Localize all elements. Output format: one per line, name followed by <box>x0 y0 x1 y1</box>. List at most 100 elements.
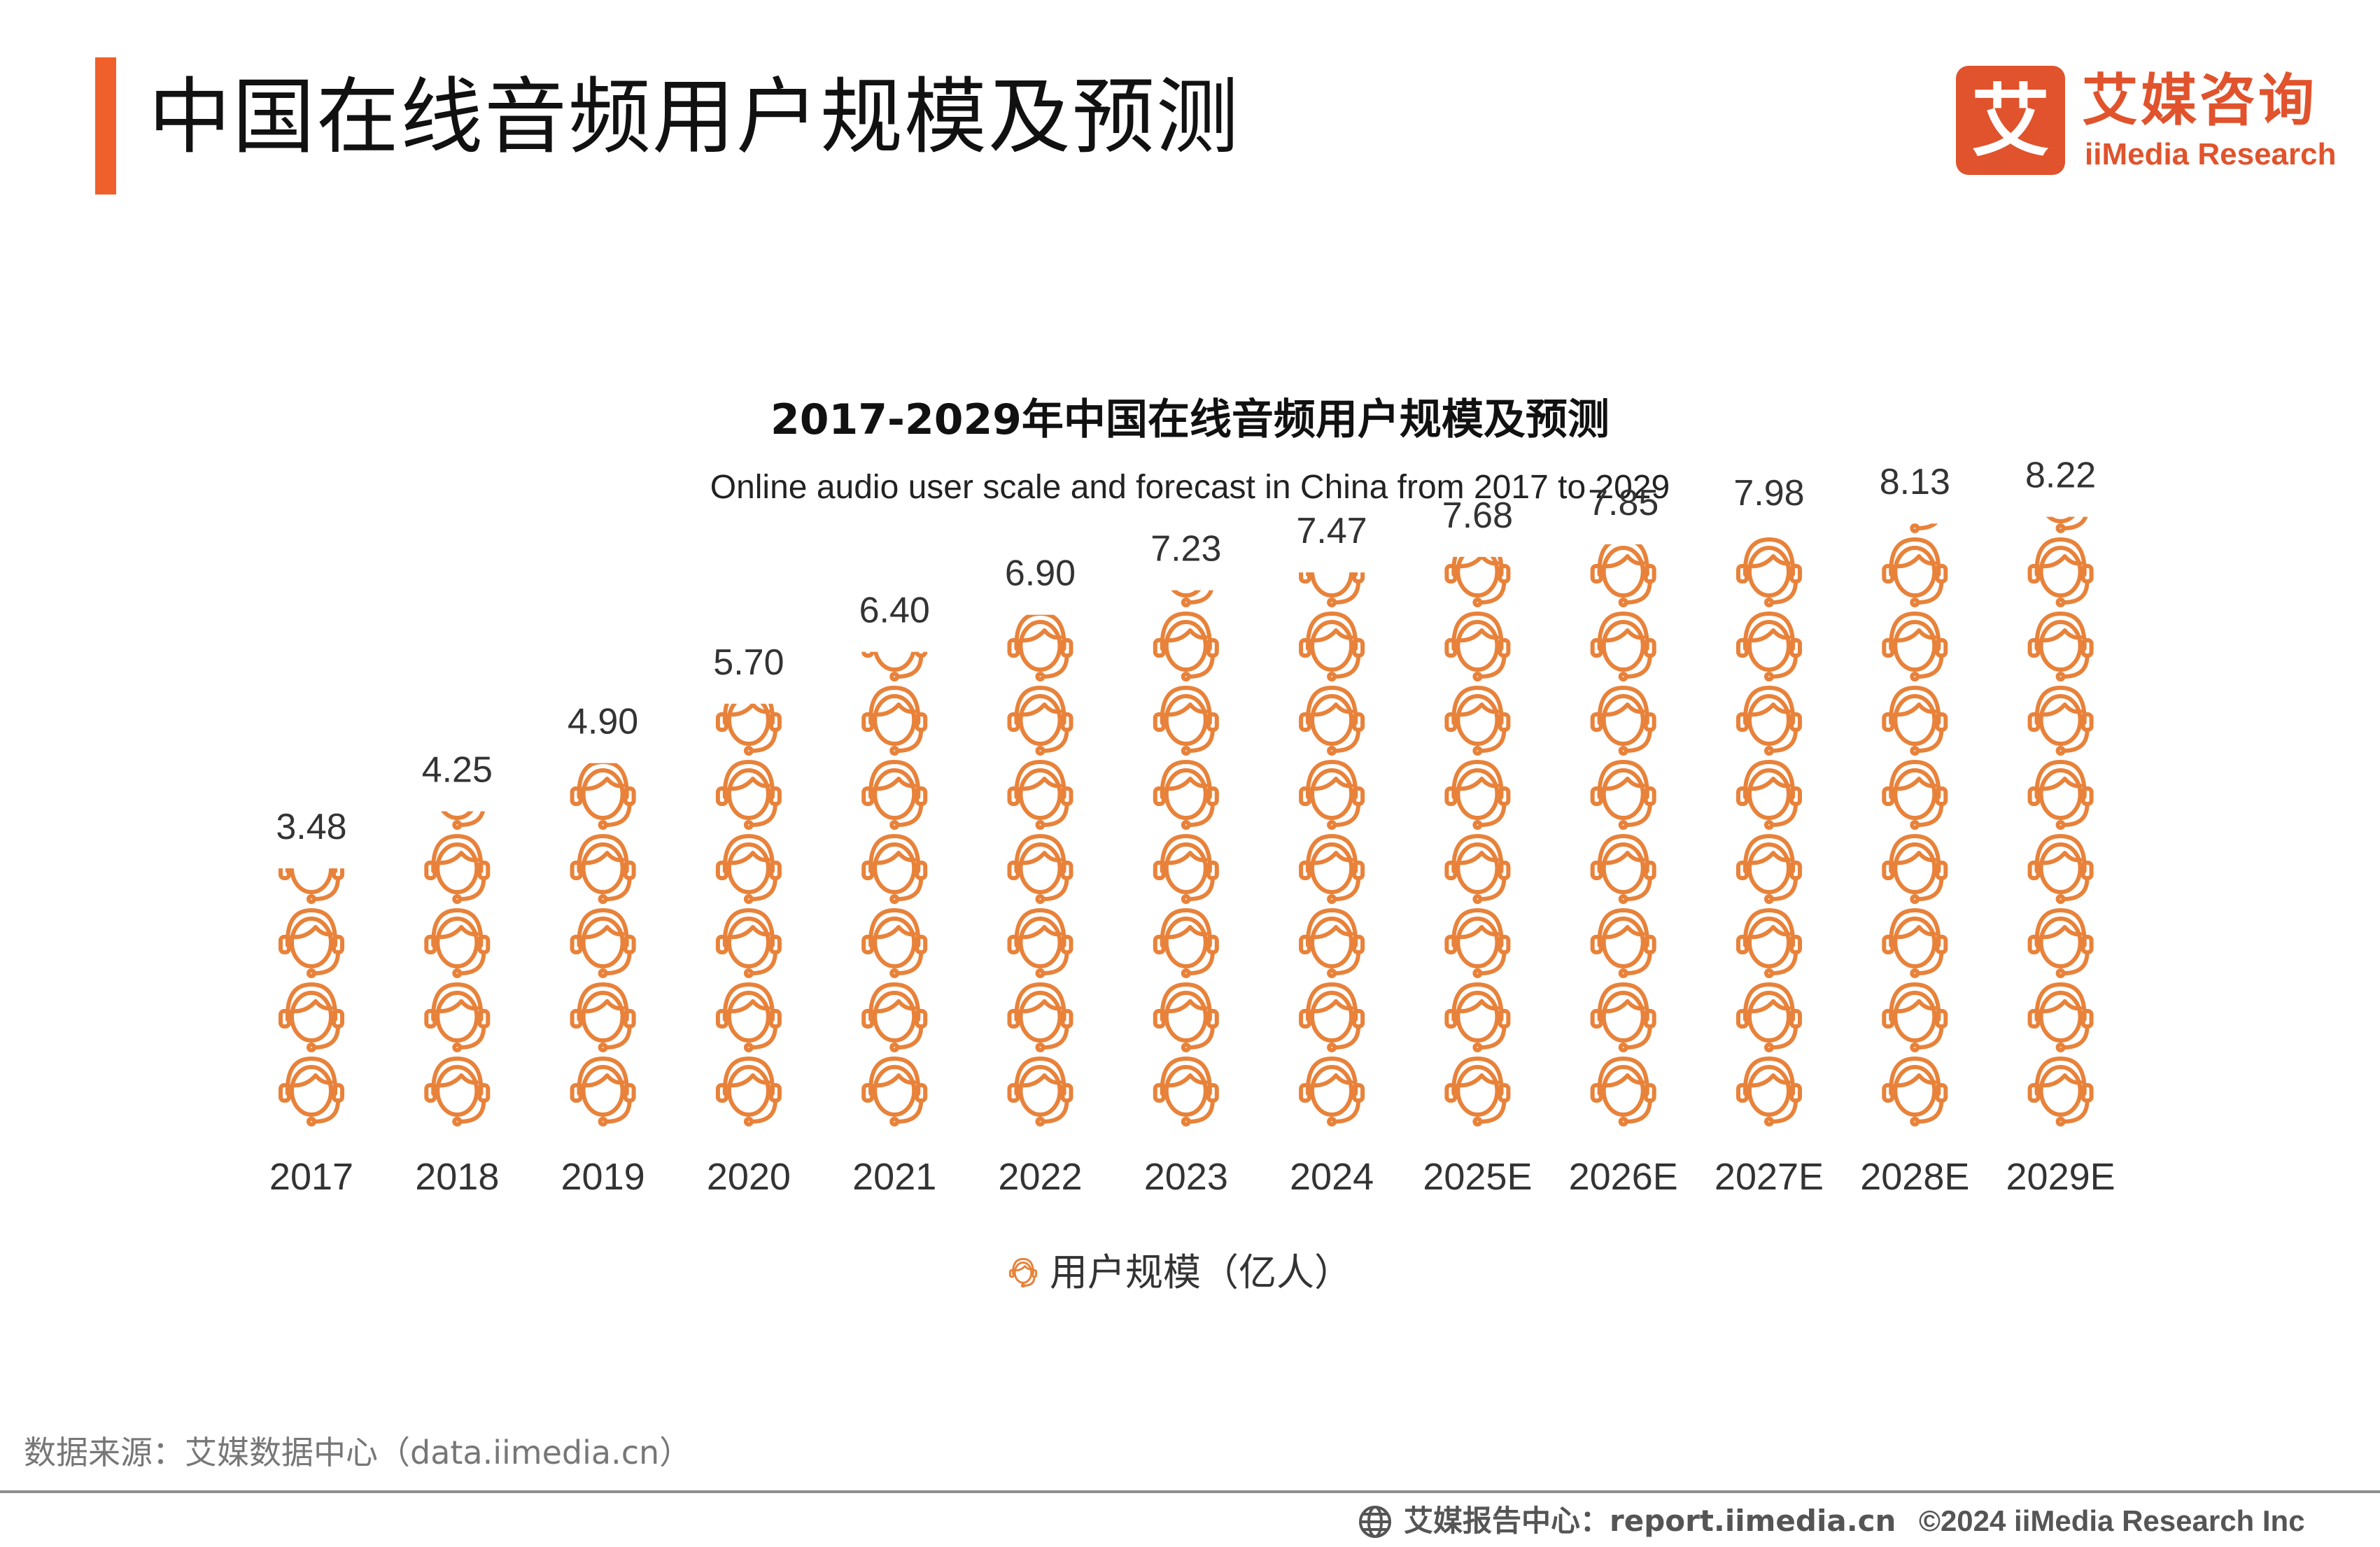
headset-user-icon <box>1590 544 1656 607</box>
headset-user-icon <box>1590 834 1656 904</box>
globe-icon <box>1359 1506 1391 1538</box>
headset-user-icon <box>1007 686 1073 756</box>
headset-user-icon <box>2027 760 2094 830</box>
legend-label: 用户规模（亿人） <box>1050 1250 1352 1294</box>
headset-user-icon <box>1299 1057 1365 1126</box>
headset-user-icon <box>715 908 782 978</box>
headset-user-icon <box>1299 908 1365 978</box>
headset-user-icon <box>1444 908 1511 978</box>
chart-title: 2017-2029年中国在线音频用户规模及预测 <box>770 395 1610 444</box>
bar-2023 <box>1153 590 1219 1126</box>
headset-user-icon <box>1590 686 1656 756</box>
value-label-2026E: 7.85 <box>1588 483 1659 523</box>
headset-user-icon <box>2027 982 2094 1052</box>
headset-user-icon <box>861 982 928 1052</box>
headset-user-icon <box>1153 686 1219 756</box>
logo-mark-glyph: 艾 <box>1971 76 2050 167</box>
copyright: ©2024 iiMedia Research Inc <box>1919 1504 2305 1537</box>
headset-user-icon <box>1299 834 1365 904</box>
headset-user-icon <box>715 1057 782 1126</box>
logo-mark-icon: 艾 <box>1956 66 2065 175</box>
brand-logo: 艾 艾媒咨询 iiMedia Research <box>1956 66 2337 178</box>
headset-user-icon <box>1736 537 1802 607</box>
value-label-2023: 7.23 <box>1150 529 1221 570</box>
bar-2022 <box>1007 614 1073 1126</box>
headset-user-icon <box>1299 686 1365 756</box>
report-link[interactable]: 艾媒报告中心：report.iimedia.cn <box>1404 1504 1896 1538</box>
headset-user-icon <box>861 834 928 904</box>
headset-user-icon <box>1007 1057 1073 1126</box>
headset-user-icon <box>2027 908 2094 978</box>
headset-user-icon <box>1736 982 1802 1052</box>
bar-2019 <box>570 763 636 1126</box>
headset-user-icon <box>2027 686 2094 756</box>
headset-user-icon <box>2027 612 2094 681</box>
headset-user-icon <box>861 686 928 756</box>
chart-subtitle: Online audio user scale and forecast in … <box>710 469 1670 506</box>
bar-2025E <box>1444 556 1511 1126</box>
headset-user-icon <box>1007 982 1073 1052</box>
category-label-2029E: 2029E <box>2006 1156 2115 1198</box>
headset-user-icon <box>861 651 928 681</box>
value-label-2018: 4.25 <box>422 750 493 791</box>
headset-user-icon <box>715 982 782 1052</box>
category-label-2026E: 2026E <box>1569 1156 1678 1198</box>
headset-user-icon <box>1299 612 1365 681</box>
headset-user-icon <box>1007 614 1073 681</box>
headset-user-icon <box>1171 590 1213 607</box>
headset-user-icon <box>1008 1257 1038 1287</box>
headset-user-icon <box>1882 908 1948 978</box>
headset-user-icon <box>1444 834 1511 904</box>
bar-2024 <box>1299 572 1365 1126</box>
headset-user-icon <box>1007 760 1073 830</box>
data-source: 数据来源：艾媒数据中心（data.iimedia.cn） <box>24 1434 692 1471</box>
headset-user-icon <box>1299 572 1365 607</box>
headset-user-icon <box>1882 982 1948 1052</box>
headset-user-icon <box>441 811 485 830</box>
headset-user-icon <box>2027 1057 2094 1126</box>
headset-user-icon <box>570 763 636 830</box>
headset-user-icon <box>424 834 491 904</box>
logo-text-cn: 艾媒咨询 <box>2082 68 2317 133</box>
value-label-2020: 5.70 <box>713 642 784 683</box>
headset-user-icon <box>279 1057 344 1126</box>
headset-user-icon <box>1444 556 1511 607</box>
headset-user-icon <box>1882 1057 1948 1126</box>
headset-user-icon <box>1736 1057 1802 1126</box>
headset-user-icon <box>570 982 636 1052</box>
headset-user-icon <box>1882 686 1948 756</box>
headset-user-icon <box>1910 523 1938 533</box>
headset-user-icon <box>1299 760 1365 830</box>
bar-2027E <box>1736 537 1802 1126</box>
headset-user-icon <box>861 760 928 830</box>
footer-divider <box>0 1490 2380 1493</box>
category-label-2027E: 2027E <box>1714 1156 1824 1198</box>
headset-user-icon <box>1299 982 1365 1052</box>
title-accent-bar <box>95 57 116 195</box>
category-label-2022: 2022 <box>998 1156 1082 1198</box>
headset-user-icon <box>1153 612 1219 681</box>
headset-user-icon <box>1736 834 1802 904</box>
value-label-2019: 4.90 <box>568 702 638 742</box>
headset-user-icon <box>861 908 928 978</box>
headset-user-icon <box>570 834 636 904</box>
category-label-2025E: 2025E <box>1423 1156 1532 1198</box>
headset-user-icon <box>570 908 636 978</box>
headset-user-icon <box>2046 516 2088 533</box>
headset-user-icon <box>1590 908 1656 978</box>
bar-2026E <box>1590 544 1656 1126</box>
headset-user-icon <box>279 868 344 904</box>
bar-2017 <box>279 868 344 1126</box>
headset-user-icon <box>570 1057 636 1126</box>
headset-user-icon <box>279 982 344 1052</box>
page-title: 中国在线音频用户规模及预测 <box>148 69 1241 165</box>
headset-user-icon <box>1736 760 1802 830</box>
headset-user-icon <box>1590 1057 1656 1126</box>
headset-user-icon <box>1590 612 1656 681</box>
value-label-2017: 3.48 <box>276 807 346 847</box>
headset-user-icon <box>1153 760 1219 830</box>
headset-user-icon <box>715 834 782 904</box>
headset-user-icon <box>1590 982 1656 1052</box>
headset-user-icon <box>1444 760 1511 830</box>
headset-user-icon <box>1736 908 1802 978</box>
